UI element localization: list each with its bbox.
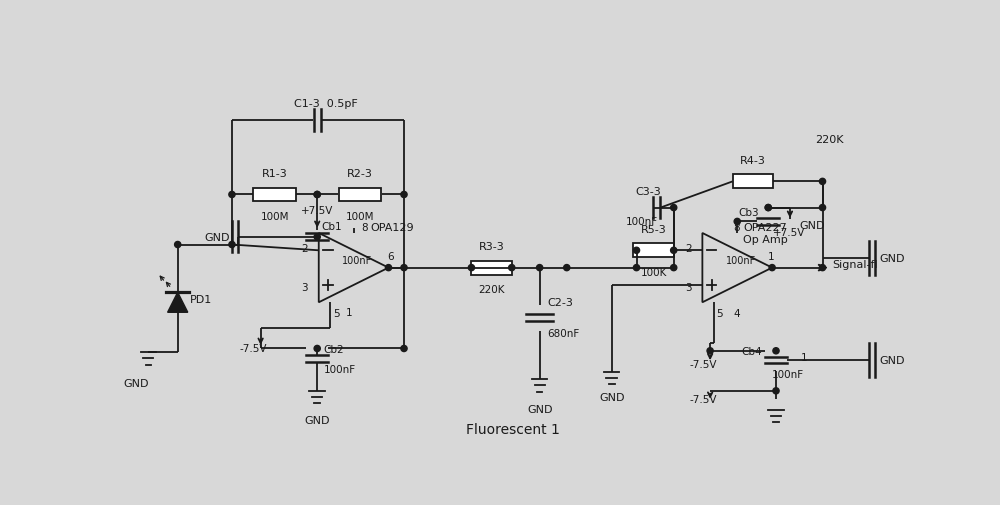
- Bar: [339, 188, 381, 202]
- Text: R2-3: R2-3: [347, 169, 373, 179]
- Text: C1-3  0.5pF: C1-3 0.5pF: [294, 98, 358, 109]
- Circle shape: [734, 219, 740, 225]
- Text: 100nF: 100nF: [772, 369, 804, 379]
- Circle shape: [671, 265, 677, 271]
- Text: R5-3: R5-3: [641, 224, 666, 234]
- Text: 100M: 100M: [346, 212, 374, 222]
- Text: 100M: 100M: [260, 212, 289, 222]
- Circle shape: [401, 192, 407, 198]
- Text: GND: GND: [205, 232, 230, 242]
- Text: GND: GND: [799, 221, 825, 231]
- Text: GND: GND: [123, 378, 149, 388]
- Text: 100nF: 100nF: [342, 256, 373, 266]
- Text: 100nF: 100nF: [626, 217, 658, 227]
- Text: 2: 2: [685, 243, 692, 254]
- Text: +7.5V: +7.5V: [773, 228, 805, 238]
- Circle shape: [314, 346, 320, 352]
- Circle shape: [537, 265, 543, 271]
- Circle shape: [633, 248, 640, 254]
- Circle shape: [385, 265, 392, 271]
- Text: GND: GND: [880, 356, 905, 365]
- Text: +7.5V: +7.5V: [301, 206, 333, 216]
- Text: R4-3: R4-3: [740, 156, 766, 166]
- Circle shape: [819, 205, 826, 211]
- Circle shape: [175, 242, 181, 248]
- Bar: [633, 244, 674, 258]
- Circle shape: [314, 192, 320, 198]
- Text: GND: GND: [304, 415, 330, 425]
- Circle shape: [564, 265, 570, 271]
- Text: GND: GND: [527, 403, 552, 414]
- Text: 8: 8: [733, 222, 740, 232]
- Polygon shape: [168, 293, 188, 313]
- Text: Cb4: Cb4: [741, 346, 762, 356]
- Bar: [733, 175, 773, 189]
- Text: Cb1: Cb1: [322, 222, 342, 232]
- Circle shape: [707, 348, 713, 354]
- Text: 3: 3: [685, 283, 692, 293]
- Text: Cb2: Cb2: [323, 344, 344, 355]
- Circle shape: [314, 234, 320, 240]
- Circle shape: [468, 265, 475, 271]
- Text: R3-3: R3-3: [479, 241, 504, 251]
- Text: R1-3: R1-3: [262, 169, 287, 179]
- Text: -7.5V: -7.5V: [689, 359, 717, 369]
- Circle shape: [819, 179, 826, 185]
- Text: Fluorescent 1: Fluorescent 1: [466, 423, 559, 436]
- Text: -7.5V: -7.5V: [240, 344, 267, 354]
- Text: 8: 8: [361, 222, 368, 232]
- Text: 4: 4: [733, 309, 740, 319]
- Text: 680nF: 680nF: [547, 328, 580, 338]
- Bar: [471, 261, 512, 275]
- Text: -7.5V: -7.5V: [689, 394, 717, 403]
- Text: 5: 5: [333, 309, 339, 319]
- Circle shape: [765, 205, 771, 211]
- Circle shape: [633, 265, 640, 271]
- Circle shape: [819, 265, 826, 271]
- Text: OPA227: OPA227: [743, 222, 787, 232]
- Circle shape: [401, 265, 407, 271]
- Text: 6: 6: [387, 251, 394, 262]
- Circle shape: [229, 242, 235, 248]
- Circle shape: [773, 388, 779, 394]
- Text: 5: 5: [716, 309, 723, 319]
- Bar: [253, 188, 296, 202]
- Text: OPA129: OPA129: [371, 222, 414, 232]
- Circle shape: [671, 205, 677, 211]
- Circle shape: [401, 346, 407, 352]
- Text: Signal-fl: Signal-fl: [832, 259, 877, 269]
- Text: 2: 2: [301, 243, 308, 254]
- Circle shape: [765, 205, 771, 211]
- Text: 3: 3: [301, 283, 308, 293]
- Text: GND: GND: [880, 254, 905, 264]
- Text: GND: GND: [599, 392, 624, 402]
- Circle shape: [229, 192, 235, 198]
- Text: 100nF: 100nF: [323, 365, 356, 375]
- Text: Op Amp: Op Amp: [743, 235, 788, 244]
- Text: Cb3: Cb3: [739, 208, 759, 218]
- Circle shape: [671, 248, 677, 254]
- Circle shape: [773, 348, 779, 354]
- Text: 1: 1: [801, 352, 807, 362]
- Circle shape: [509, 265, 515, 271]
- Text: 100nF: 100nF: [726, 256, 756, 266]
- Text: 220K: 220K: [815, 135, 843, 145]
- Text: C3-3: C3-3: [635, 186, 661, 196]
- Text: 1: 1: [768, 251, 775, 262]
- Text: 1: 1: [346, 307, 352, 317]
- Text: C2-3: C2-3: [547, 297, 573, 308]
- Circle shape: [769, 265, 775, 271]
- Text: PD1: PD1: [190, 294, 212, 305]
- Text: 100K: 100K: [640, 267, 667, 277]
- Text: 220K: 220K: [478, 285, 505, 294]
- Circle shape: [314, 192, 320, 198]
